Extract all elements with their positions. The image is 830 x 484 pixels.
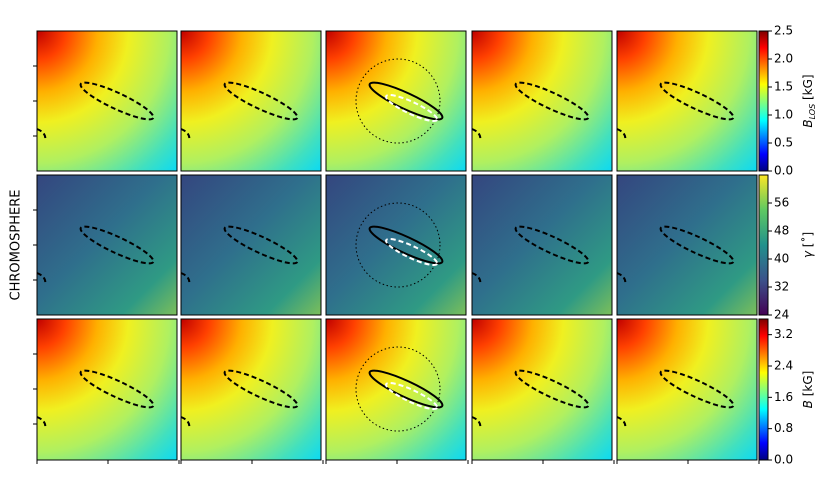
contour xyxy=(79,81,155,121)
colorbar-label: B [kG] xyxy=(801,371,815,409)
colorbar-tick-label: 1.6 xyxy=(774,390,793,404)
map-panel xyxy=(616,318,758,461)
region-circle xyxy=(355,202,441,288)
map-panel xyxy=(471,318,613,461)
contour xyxy=(659,369,735,409)
colorbar xyxy=(758,174,769,316)
map-panel xyxy=(325,318,467,461)
edge-contour xyxy=(36,416,47,430)
region-circle xyxy=(355,346,441,432)
contour xyxy=(79,369,155,409)
map-panel xyxy=(180,30,322,172)
colorbar-tick-label: 1.0 xyxy=(774,108,793,122)
colorbar-tick-label: 0.5 xyxy=(774,136,793,150)
colorbar xyxy=(758,30,769,172)
contour xyxy=(79,225,155,265)
label-symbol: B xyxy=(801,119,815,127)
edge-contour xyxy=(471,416,482,430)
label-symbol: B xyxy=(801,400,815,408)
label-unit: [kG] xyxy=(801,74,815,103)
colorbar-tick-label: 32 xyxy=(774,280,789,294)
map-panel xyxy=(616,174,758,316)
contour xyxy=(368,225,444,265)
map-panel xyxy=(180,318,322,461)
colorbar-label: BLOS [kG] xyxy=(801,74,818,127)
colorbar-tick-label: 40 xyxy=(774,252,789,266)
colorbar-tick-label: 3.2 xyxy=(774,327,793,341)
contour xyxy=(223,369,299,409)
colorbar-tick-label: 0.8 xyxy=(774,421,793,435)
edge-contour xyxy=(180,272,191,286)
edge-contour xyxy=(180,128,191,142)
colorbar-tick-label: 56 xyxy=(774,196,789,210)
side-label: CHROMOSPHERE xyxy=(9,190,24,301)
edge-contour xyxy=(616,128,627,142)
contour xyxy=(368,369,444,409)
edge-contour xyxy=(616,272,627,286)
contour-white xyxy=(385,381,439,411)
map-panel xyxy=(36,318,178,461)
colorbar-tick-label: 2.5 xyxy=(774,24,793,38)
label-unit: [kG] xyxy=(801,371,815,400)
colorbar-tick-label: 24 xyxy=(774,308,789,322)
edge-contour xyxy=(180,416,191,430)
edge-contour xyxy=(471,272,482,286)
edge-contour xyxy=(36,272,47,286)
map-panel xyxy=(36,30,178,172)
map-panel xyxy=(180,174,322,316)
map-panel xyxy=(616,30,758,172)
edge-contour xyxy=(616,416,627,430)
region-circle xyxy=(355,58,441,144)
colorbar-label: γ [˚] xyxy=(800,232,815,258)
contour xyxy=(223,81,299,121)
colorbar-tick-label: 2.0 xyxy=(774,52,793,66)
colorbar-tick-label: 1.5 xyxy=(774,80,793,94)
contour xyxy=(514,369,590,409)
colorbar-tick-label: 0.0 xyxy=(774,164,793,178)
map-panel xyxy=(471,30,613,172)
label-subscript: LOS xyxy=(808,104,817,120)
label-symbol: γ xyxy=(801,250,815,258)
contour xyxy=(368,81,444,121)
colorbar xyxy=(758,318,769,461)
map-panel xyxy=(36,174,178,316)
contour xyxy=(514,81,590,121)
map-panel xyxy=(471,174,613,316)
colorbar-tick-label: 48 xyxy=(774,224,789,238)
map-panel xyxy=(325,30,467,172)
contour xyxy=(659,81,735,121)
edge-contour xyxy=(471,128,482,142)
edge-contour xyxy=(36,128,47,142)
colorbar-tick-label: 2.4 xyxy=(774,359,793,373)
label-unit: [˚] xyxy=(800,232,815,251)
map-panel xyxy=(325,174,467,316)
colorbar-tick-label: 0.0 xyxy=(774,453,793,467)
